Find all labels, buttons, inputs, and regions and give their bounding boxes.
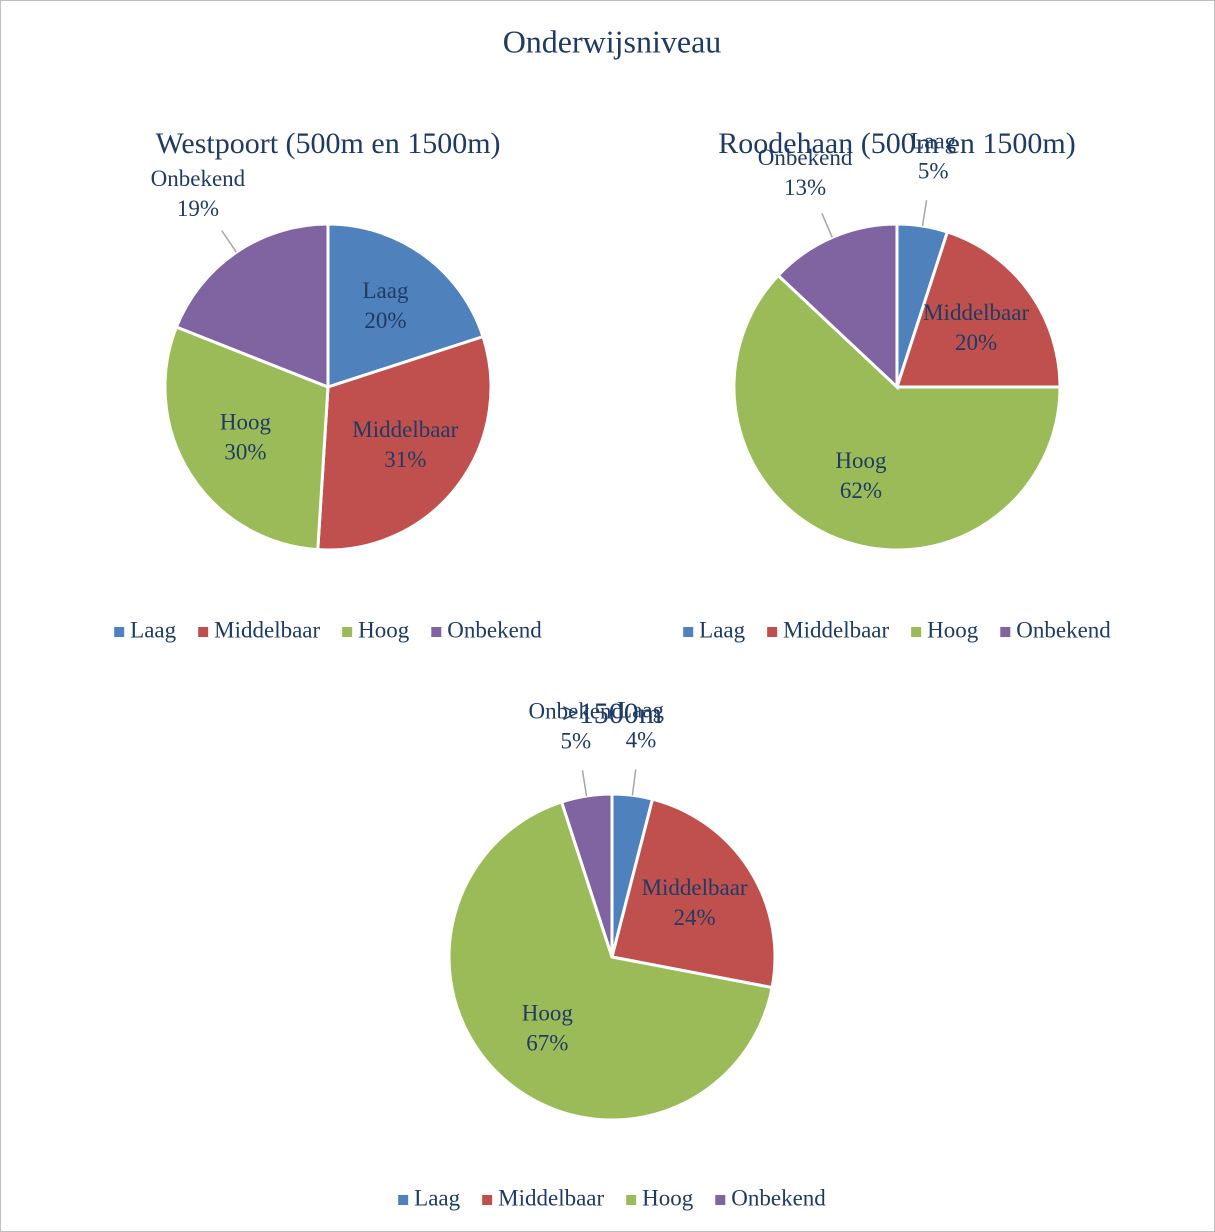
data-label-name: Middelbaar [352, 417, 458, 442]
leader-line [821, 213, 833, 238]
data-label: 13% [784, 175, 826, 200]
legend-label: Onbekend [1016, 617, 1111, 642]
legend-label: Laag [130, 617, 176, 642]
data-label-name: Middelbaar [923, 300, 1029, 325]
leader-line [221, 230, 238, 253]
data-label-name: Laag [363, 278, 409, 303]
data-label-name: Hoog [522, 1001, 574, 1026]
pie-slice [447, 800, 774, 1122]
data-label: 4% [626, 728, 657, 753]
data-label-name: Hoog [835, 448, 887, 473]
legend-marker [767, 627, 778, 637]
pie-title: >1500m [562, 697, 662, 730]
pie-slice [559, 792, 614, 958]
pie-slice [326, 222, 485, 390]
legend-label: Onbekend [447, 617, 542, 642]
leader-line [921, 200, 928, 227]
leader-line [581, 770, 588, 797]
pie-slice [776, 222, 899, 391]
data-label-name: Middelbaar [642, 875, 748, 900]
data-label-name: Laag [618, 698, 664, 723]
data-label: 5% [918, 159, 949, 184]
pie-title: Westpoort (500m en 1500m) [155, 127, 500, 160]
data-label-name: Onbekend [529, 699, 624, 724]
data-label: 20% [955, 330, 997, 355]
legend-label: Middelbaar [214, 617, 320, 642]
legend-marker [198, 627, 209, 637]
data-label-name: Onbekend [758, 145, 853, 170]
legend-marker [431, 627, 442, 637]
legend-marker [114, 627, 125, 637]
legend-label: Laag [699, 617, 745, 642]
legend-marker [683, 627, 694, 637]
data-label: 30% [224, 440, 266, 465]
pie-slice [894, 230, 1062, 389]
data-label: 31% [384, 447, 426, 472]
data-label: 19% [177, 196, 219, 221]
data-label-name: Laag [910, 129, 956, 154]
pie-title: Roodehaan (500m en 1500m) [718, 127, 1075, 160]
legend-marker [1000, 627, 1011, 637]
legend-label: Onbekend [731, 1185, 826, 1210]
data-label: 62% [840, 478, 882, 503]
pie-slice [732, 273, 1062, 552]
pie-slice [610, 797, 777, 990]
pie-slice [174, 222, 330, 390]
data-label: 20% [364, 308, 406, 333]
legend-label: Hoog [358, 617, 410, 642]
data-label-name: Onbekend [151, 166, 246, 191]
legend-marker [626, 1195, 637, 1205]
legend-marker [482, 1195, 493, 1205]
leader-line [631, 769, 637, 796]
data-label: 67% [526, 1031, 568, 1056]
legend-label: Hoog [642, 1185, 694, 1210]
legend-marker [342, 627, 353, 637]
data-label-name: Hoog [220, 410, 272, 435]
legend-marker [715, 1195, 726, 1205]
chart-title: Onderwijsniveau [503, 23, 722, 59]
legend-label: Laag [414, 1185, 460, 1210]
legend-label: Middelbaar [783, 617, 889, 642]
legend-label: Hoog [927, 617, 979, 642]
data-label: 5% [560, 729, 591, 754]
legend-label: Middelbaar [498, 1185, 604, 1210]
pie-slice [163, 325, 330, 552]
data-label: 24% [673, 905, 715, 930]
legend-marker [398, 1195, 409, 1205]
legend-marker [911, 627, 922, 637]
pie-slice [316, 334, 493, 552]
